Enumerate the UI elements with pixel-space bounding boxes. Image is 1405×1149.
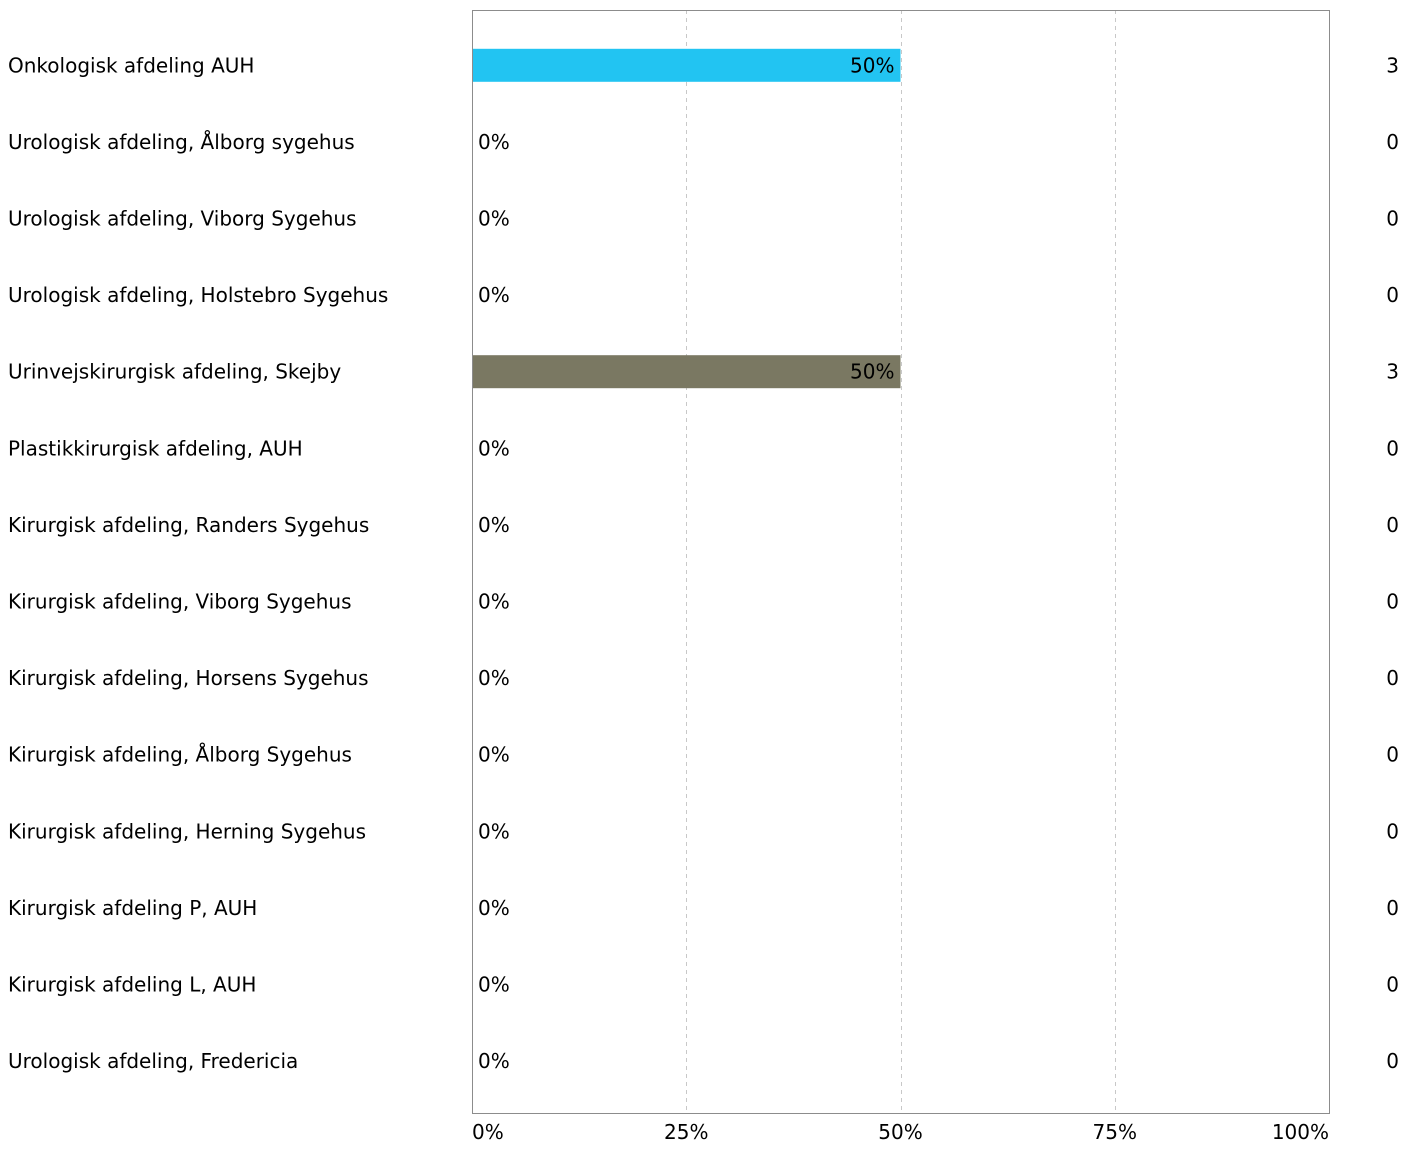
count-label: 0 xyxy=(1386,590,1399,614)
category-label: Onkologisk afdeling AUH xyxy=(8,53,254,77)
x-tick-label: 100% xyxy=(1272,1120,1329,1144)
count-label: 0 xyxy=(1386,819,1399,843)
count-label: 0 xyxy=(1386,1049,1399,1073)
category-label: Kirurgisk afdeling, Herning Sygehus xyxy=(8,819,366,843)
value-label: 0% xyxy=(478,896,510,920)
plot-area-frame xyxy=(472,10,1330,1114)
count-label: 0 xyxy=(1386,513,1399,537)
value-label: 0% xyxy=(478,590,510,614)
bar xyxy=(472,355,901,389)
category-label: Kirurgisk afdeling, Viborg Sygehus xyxy=(8,590,352,614)
category-label: Urologisk afdeling, Fredericia xyxy=(8,1049,298,1073)
category-label: Plastikkirurgisk afdeling, AUH xyxy=(8,436,303,460)
category-label: Urinvejskirurgisk afdeling, Skejby xyxy=(8,360,341,384)
value-label: 0% xyxy=(478,743,510,767)
x-tick-label: 75% xyxy=(1093,1120,1137,1144)
category-label: Kirurgisk afdeling P, AUH xyxy=(8,896,257,920)
value-label: 0% xyxy=(478,819,510,843)
count-label: 0 xyxy=(1386,207,1399,231)
labels: Onkologisk afdeling AUH 50% 3 Urologisk afd… xyxy=(8,53,1399,1144)
value-label: 0% xyxy=(478,207,510,231)
value-label: 0% xyxy=(478,283,510,307)
category-label: Kirurgisk afdeling, Ålborg Sygehus xyxy=(8,743,352,767)
count-label: 0 xyxy=(1386,896,1399,920)
category-label: Kirurgisk afdeling L, AUH xyxy=(8,973,256,997)
value-label: 50% xyxy=(850,360,894,384)
value-label: 0% xyxy=(478,973,510,997)
category-label: Urologisk afdeling, Holstebro Sygehus xyxy=(8,283,388,307)
category-label: Kirurgisk afdeling, Randers Sygehus xyxy=(8,513,369,537)
value-label: 0% xyxy=(478,436,510,460)
count-label: 3 xyxy=(1386,53,1399,77)
grid-lines xyxy=(686,10,1116,1113)
x-tick-label: 25% xyxy=(664,1120,708,1144)
category-label: Kirurgisk afdeling, Horsens Sygehus xyxy=(8,666,369,690)
bars xyxy=(472,48,901,1078)
value-label: 0% xyxy=(478,130,510,154)
count-label: 0 xyxy=(1386,283,1399,307)
x-tick-label: 50% xyxy=(878,1120,922,1144)
value-label: 0% xyxy=(478,1049,510,1073)
value-label: 0% xyxy=(478,513,510,537)
x-tick-label: 0% xyxy=(472,1120,504,1144)
value-label: 0% xyxy=(478,666,510,690)
count-label: 0 xyxy=(1386,666,1399,690)
category-label: Urologisk afdeling, Ålborg sygehus xyxy=(8,130,355,154)
count-label: 0 xyxy=(1386,436,1399,460)
bar xyxy=(472,48,901,82)
category-label: Urologisk afdeling, Viborg Sygehus xyxy=(8,207,357,231)
count-label: 0 xyxy=(1386,130,1399,154)
count-label: 0 xyxy=(1386,973,1399,997)
count-label: 3 xyxy=(1386,360,1399,384)
count-label: 0 xyxy=(1386,743,1399,767)
value-label: 50% xyxy=(850,53,894,77)
